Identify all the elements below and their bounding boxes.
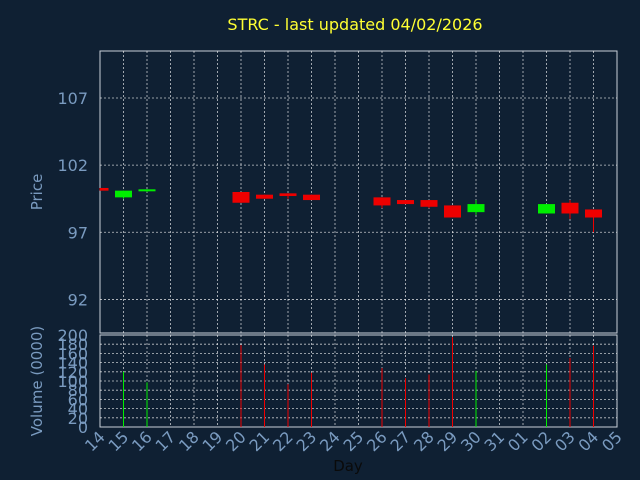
candle-body [561,202,579,214]
x-axis-label: Day [333,457,363,475]
volume-tick-label: 140 [57,354,88,373]
price-tick-label: 102 [57,156,88,175]
volume-tick-label: 40 [68,400,88,419]
volume-axis-label: Volume (0000) [28,326,46,436]
candle-body [420,200,438,207]
volume-tick-label: 20 [68,409,88,428]
x-tick-labels: 1415161718192021222324252627282930310102… [81,427,626,455]
candle-body [467,204,485,213]
candle-body [256,194,273,199]
candle-body [397,200,414,205]
candle-body [279,193,297,197]
candle-body [538,204,555,214]
price-axis-label: Price [28,174,46,211]
price-tick-label: 107 [57,89,88,108]
volume-tick-label: 60 [68,390,88,409]
price-tick-label: 97 [68,223,88,242]
volume-tick-label: 200 [57,326,88,345]
volume-tick-label: 160 [57,344,88,363]
candle-body [115,190,132,198]
volume-tick-label: 100 [57,372,88,391]
candle-body [444,205,461,218]
candle-body [585,209,602,218]
candle-body [303,194,320,201]
volume-tick-label: 0 [78,418,88,437]
candle-body [138,189,156,192]
candle-body [232,192,250,203]
volume-tick-label: 120 [57,363,88,382]
volume-tick-label: 80 [68,381,88,400]
price-panel: 92 97 102 107 [57,50,618,334]
candle-body [373,197,391,206]
candle-body [100,187,109,191]
price-tick-label: 92 [68,290,88,309]
x-tick-label: 05 [598,427,626,455]
volume-tick-label: 180 [57,335,88,354]
chart-title: STRC - last updated 04/02/2026 [227,15,482,34]
